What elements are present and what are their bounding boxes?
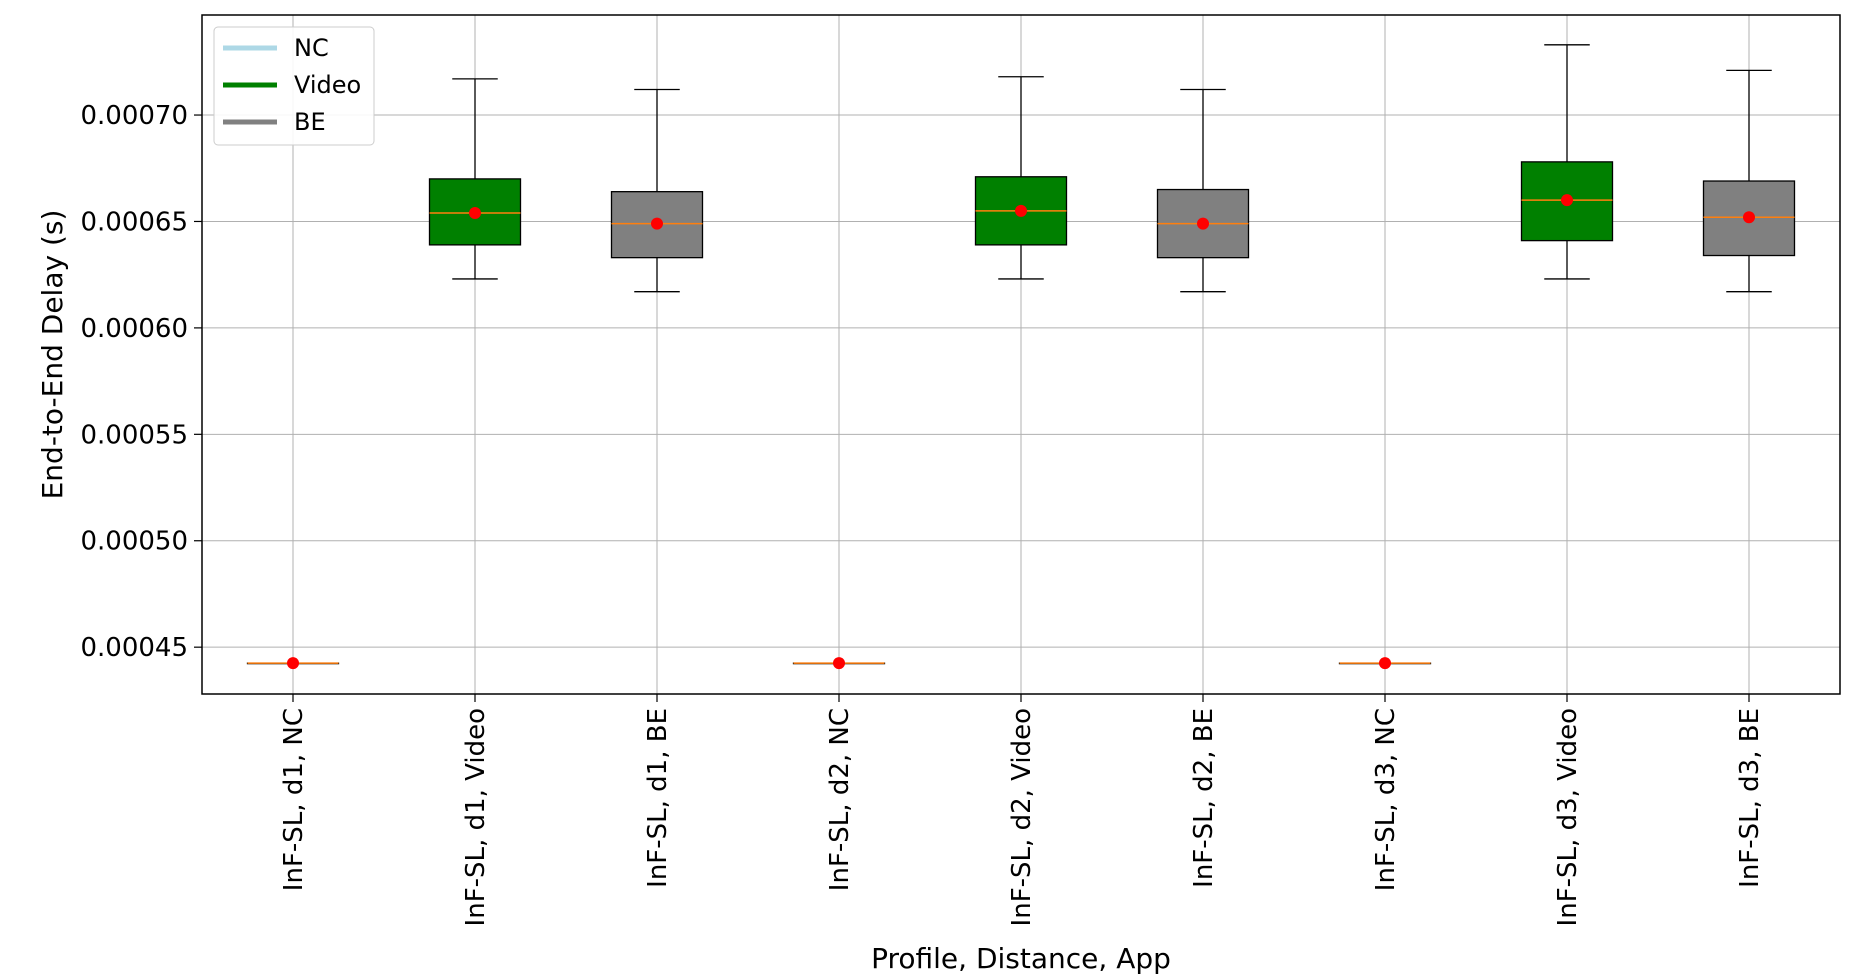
y-tick-label: 0.00045 [80, 633, 188, 663]
box-nc [246, 657, 340, 670]
x-tick-label: InF-SL, d2, BE [1189, 708, 1219, 888]
mean-marker [287, 657, 299, 670]
mean-marker [651, 217, 663, 230]
x-tick-label: InF-SL, d1, BE [643, 708, 673, 888]
y-tick-label: 0.00055 [80, 420, 188, 450]
x-axis-label: Profile, Distance, App [871, 942, 1171, 975]
x-tick-label: InF-SL, d3, Video [1553, 708, 1583, 926]
tick-marks [194, 114, 1750, 702]
mean-marker [1197, 217, 1209, 230]
mean-marker [1743, 211, 1755, 224]
legend-label-be: BE [294, 108, 326, 136]
mean-marker [1015, 204, 1027, 217]
box-nc [792, 657, 886, 670]
x-tick-label: InF-SL, d2, NC [825, 708, 855, 891]
mean-marker [1561, 194, 1573, 207]
mean-marker [1379, 657, 1391, 670]
x-tick-labels: InF-SL, d1, NC InF-SL, d1, Video InF-SL, d… [279, 708, 1765, 926]
box-video [428, 78, 522, 280]
box-be [1702, 69, 1796, 293]
box-be [610, 88, 704, 293]
y-axis-label: End-to-End Delay (s) [36, 210, 69, 500]
legend-label-video: Video [294, 71, 361, 99]
x-tick-label: InF-SL, d3, NC [1371, 708, 1401, 891]
y-tick-label: 0.00050 [80, 527, 188, 557]
x-tick-label: InF-SL, d1, Video [461, 708, 491, 926]
y-tick-labels: 0.00045 0.00050 0.00055 0.00060 0.00065 0.000… [80, 101, 188, 663]
legend-label-nc: NC [294, 34, 329, 62]
y-tick-label: 0.00060 [80, 314, 188, 344]
x-tick-label: InF-SL, d3, BE [1735, 708, 1765, 888]
box-be [1156, 88, 1250, 293]
legend: NC Video BE [213, 26, 375, 146]
box-video [1520, 44, 1614, 280]
mean-marker [833, 657, 845, 670]
box-nc [1338, 657, 1432, 670]
x-tick-label: InF-SL, d1, NC [279, 708, 309, 891]
legend-frame [213, 26, 375, 146]
boxes [246, 44, 1796, 670]
x-tick-label: InF-SL, d2, Video [1007, 708, 1037, 926]
y-tick-label: 0.00070 [80, 101, 188, 131]
y-tick-label: 0.00065 [80, 207, 188, 237]
box-video [974, 76, 1068, 280]
mean-marker [469, 206, 481, 219]
